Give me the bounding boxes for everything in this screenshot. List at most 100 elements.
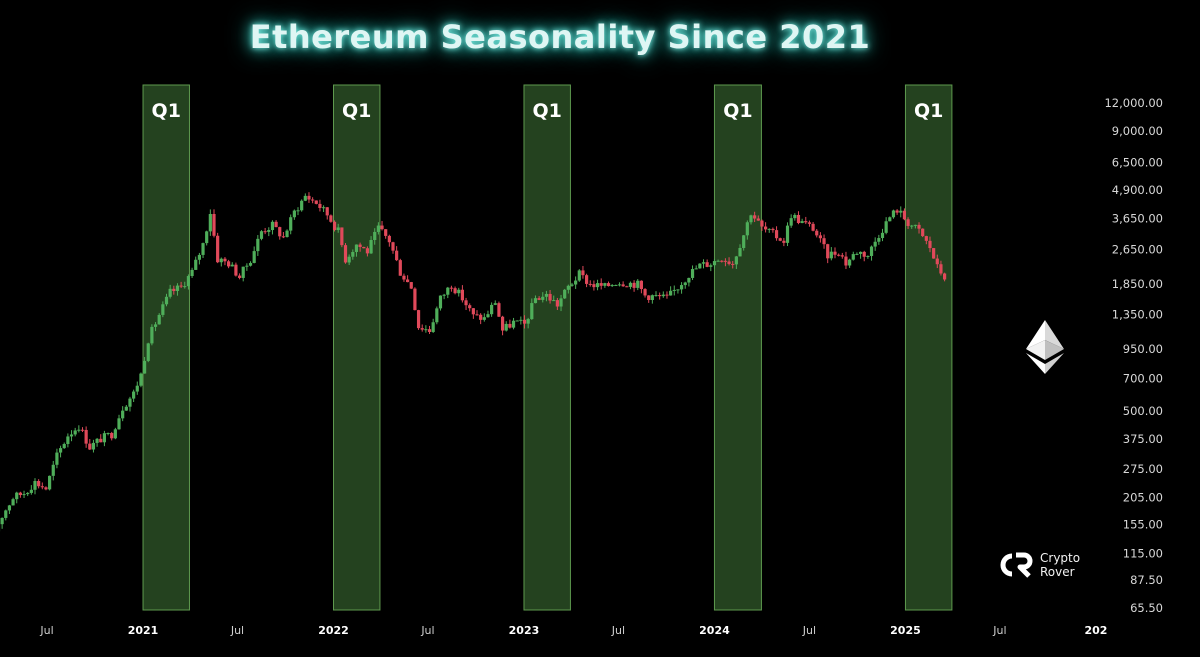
candle-body	[223, 258, 227, 262]
candle-body	[658, 295, 662, 297]
candle	[332, 220, 337, 232]
candle-body	[150, 326, 154, 344]
candle-body	[555, 300, 559, 307]
candle	[636, 279, 640, 291]
candle	[829, 247, 833, 261]
candle-body	[343, 245, 348, 263]
candle-body	[435, 308, 439, 323]
candle	[157, 313, 161, 325]
candle-body	[628, 282, 633, 287]
candle-body	[647, 295, 651, 301]
candle	[884, 217, 888, 235]
candle-body	[391, 242, 395, 251]
candle-body	[515, 320, 519, 322]
ethereum-diamond-icon	[1026, 320, 1064, 374]
candle	[544, 290, 549, 302]
candle-body	[409, 282, 413, 289]
candle-body	[142, 360, 147, 374]
candle-body	[22, 494, 26, 496]
candle	[942, 272, 947, 282]
candle-body	[581, 270, 585, 276]
candle	[500, 315, 505, 336]
candle	[223, 257, 227, 266]
candle-body	[281, 236, 286, 238]
candle	[183, 281, 187, 289]
candle	[639, 280, 643, 294]
candle	[384, 229, 388, 239]
candle-body	[694, 268, 698, 270]
candle	[406, 275, 410, 283]
candle	[493, 300, 497, 306]
candle-body	[164, 296, 169, 305]
candle-body	[33, 481, 37, 490]
candle-body	[194, 259, 198, 270]
candle	[237, 273, 242, 280]
candle-body	[201, 243, 205, 255]
candle	[869, 245, 874, 261]
candle-body	[110, 433, 114, 439]
candle-body	[117, 418, 121, 430]
candle-body	[906, 219, 910, 226]
candle	[778, 237, 782, 242]
candle	[749, 214, 753, 225]
x-tick-label: 2025	[890, 624, 921, 637]
candle	[460, 285, 464, 303]
candle	[701, 259, 706, 269]
candle-body	[4, 510, 8, 518]
candle	[161, 301, 165, 318]
candle	[91, 439, 96, 453]
candle-body	[687, 277, 691, 283]
candle	[208, 209, 212, 236]
candle-body	[599, 283, 603, 286]
candle	[190, 267, 194, 278]
candle	[340, 227, 344, 248]
candle-body	[15, 492, 19, 500]
q1-band-4	[713, 84, 762, 611]
candle-body	[256, 238, 260, 252]
candle	[731, 261, 735, 269]
y-axis: 12,000.00 9,000.00 6,500.00 4,900.00 3,650.0…	[1104, 96, 1163, 615]
q1-band-1	[142, 84, 190, 611]
candle	[121, 406, 125, 422]
candle-body	[263, 231, 267, 233]
candle-body	[99, 438, 103, 443]
candle-body	[500, 316, 505, 331]
candle	[0, 517, 4, 529]
candle	[37, 479, 41, 489]
candle-body	[179, 285, 183, 287]
candle	[248, 261, 253, 267]
candle-body	[29, 489, 33, 493]
candle	[18, 491, 22, 498]
candle-body	[917, 224, 921, 229]
candle	[844, 251, 848, 270]
candle	[756, 215, 760, 221]
candle-body	[592, 284, 596, 288]
candle	[858, 251, 863, 259]
candle-body	[742, 235, 746, 248]
candle-body	[416, 310, 421, 329]
candle-body	[519, 319, 523, 321]
candle-body	[373, 231, 377, 241]
candle-body	[639, 280, 643, 290]
candle-body	[902, 210, 907, 220]
candle	[128, 396, 132, 412]
candle-body	[172, 288, 176, 292]
candle-body	[756, 218, 760, 221]
y-tick-label: 375.00	[1123, 432, 1163, 446]
candle	[902, 208, 907, 221]
candle-body	[672, 289, 676, 291]
q1-band-5	[904, 84, 953, 611]
chart-title: Ethereum Seasonality Since 2021	[249, 18, 871, 56]
candle	[289, 214, 293, 235]
candle-body	[449, 287, 454, 289]
candle	[168, 284, 172, 299]
candle-body	[267, 230, 271, 232]
candle	[625, 285, 629, 288]
candle	[760, 219, 764, 231]
candle-body	[332, 221, 337, 231]
candle-body	[464, 300, 468, 306]
candle-body	[544, 293, 549, 297]
candle	[504, 321, 508, 332]
candle-body	[789, 218, 793, 226]
